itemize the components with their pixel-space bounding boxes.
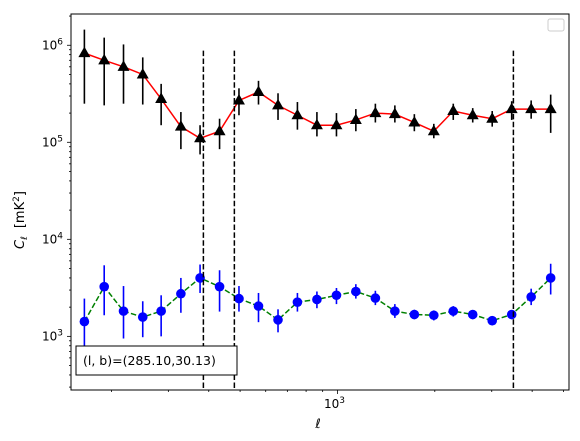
annotation-box: (l, b)=(285.10,30.13): [75, 345, 238, 376]
series-2-point: [526, 292, 536, 302]
series-2-point: [312, 294, 322, 305]
series-2-point: [156, 306, 166, 316]
series-1-point: [388, 107, 401, 119]
series-1: [78, 29, 557, 155]
y-axis-label-unit-exp: 2: [12, 196, 22, 202]
series-2-point: [292, 297, 303, 307]
y-axis-label-unit-close: ]: [13, 191, 28, 196]
y-axis-label: Cℓ [mK2]: [12, 191, 30, 249]
plot-area: [78, 29, 557, 349]
series-1-point: [447, 104, 460, 116]
series-2-point: [545, 273, 556, 283]
series-2-point: [234, 293, 244, 304]
series-2-point: [253, 301, 264, 311]
y-axis-label-unit-open: [mK: [13, 201, 28, 228]
series-2-point: [409, 309, 420, 320]
y-tick-label: 106: [42, 37, 63, 52]
series-2-point: [467, 309, 478, 320]
axes-border: [70, 13, 570, 391]
y-axis-label-subscript: ℓ: [20, 236, 30, 241]
series-1-point: [98, 53, 111, 65]
series-1-point: [155, 92, 168, 103]
x-tick-label: 103: [324, 396, 345, 411]
series-1-point: [232, 93, 245, 105]
series-2-point: [390, 306, 400, 316]
series-2-point: [137, 312, 148, 322]
series-2-point: [429, 310, 439, 321]
annotation-text: (l, b)=(285.10,30.13): [83, 353, 216, 368]
series-2-point: [487, 315, 498, 326]
series-2-point: [506, 309, 517, 320]
series-2-point: [214, 281, 225, 292]
series-2-point: [448, 306, 459, 316]
series-1-point: [174, 120, 187, 131]
legend-box: [547, 18, 565, 32]
series-2-point: [370, 293, 381, 303]
series-2-point: [176, 288, 186, 299]
series-1-point: [78, 46, 91, 58]
series-1-point: [369, 106, 382, 118]
series-2-point: [273, 315, 283, 325]
series-1-point: [330, 118, 343, 130]
y-tick-label: 105: [42, 134, 63, 149]
series-1-point: [349, 113, 362, 124]
axis-ticks: 103 103 104 105 106: [42, 15, 564, 411]
y-tick-label: 103: [42, 328, 63, 343]
series-1-point: [525, 102, 538, 114]
series-1-point: [427, 124, 440, 136]
series-1-point: [408, 115, 421, 127]
y-axis-label-symbol: C: [13, 239, 28, 249]
reference-lines: [202, 50, 515, 390]
series-2-point: [99, 281, 110, 292]
x-axis-label: ℓ: [314, 417, 320, 432]
axes-frame: [70, 13, 570, 391]
series-2-point: [351, 286, 361, 297]
series-1-point: [117, 60, 130, 71]
series-1-point: [505, 102, 518, 114]
series-1-point: [272, 98, 284, 110]
series-1-point: [291, 108, 304, 120]
series-1-point: [486, 112, 499, 123]
series-1-point: [136, 67, 149, 79]
series-2-point: [195, 273, 205, 283]
series-2: [79, 263, 556, 349]
series-1-point: [466, 108, 479, 120]
series-1-point: [544, 102, 557, 114]
series-1-point: [252, 85, 265, 97]
y-tick-label: 104: [42, 231, 63, 246]
series-2-point: [79, 316, 90, 327]
series-1-point: [310, 118, 323, 130]
series-1-point: [213, 124, 226, 136]
series-2-point: [118, 306, 129, 316]
series-2-point: [331, 290, 342, 301]
